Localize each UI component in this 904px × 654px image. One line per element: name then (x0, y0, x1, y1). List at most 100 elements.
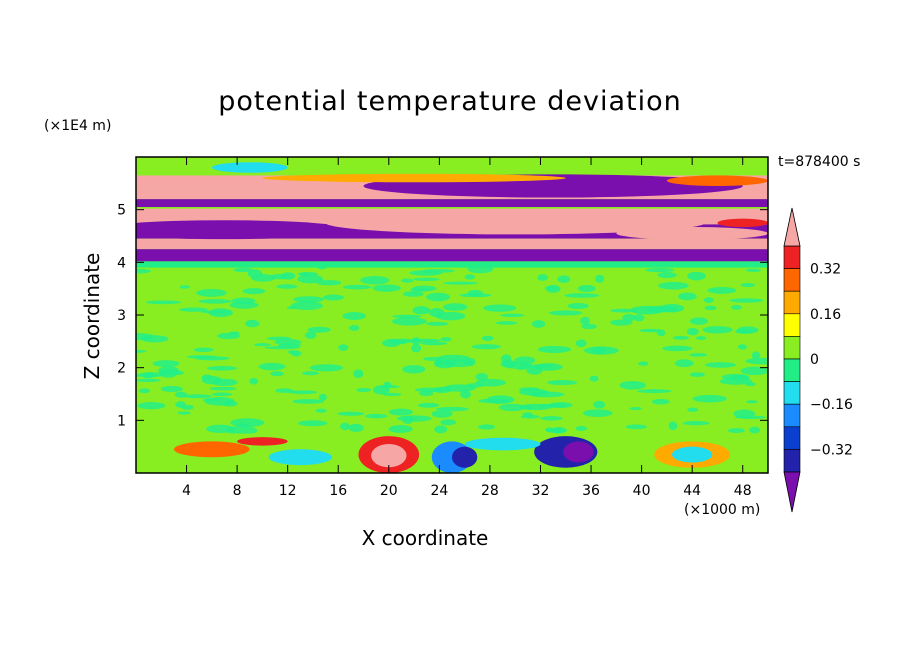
contour-patch (689, 372, 705, 377)
contour-patch (540, 416, 563, 421)
contour-blob (616, 227, 768, 240)
contour-band (136, 199, 768, 208)
contour-patch (689, 353, 708, 357)
contour-patch (428, 308, 445, 317)
contour-patch (275, 388, 294, 393)
contour-patch (668, 421, 678, 431)
contour-patch (342, 312, 367, 320)
contour-patch (423, 356, 442, 361)
contour-patch (426, 292, 451, 302)
contour-patch (475, 373, 488, 381)
x-axis-label: X coordinate (361, 526, 489, 550)
contour-patch (402, 415, 414, 425)
contour-patch (658, 281, 689, 290)
colorbar-extend-max (783, 207, 801, 247)
contour-patch (689, 317, 708, 325)
contour-blob (666, 175, 768, 186)
contour-patch (733, 409, 756, 418)
contour-patch (500, 313, 525, 317)
x-tick-label: 4 (182, 483, 191, 499)
contour-patch (729, 298, 764, 303)
colorbar: 0.32 0.16 0 −0.16 −0.32 (783, 207, 853, 513)
colorbar-swatch (783, 290, 801, 315)
contour-blob (211, 162, 288, 173)
contour-blob (563, 441, 594, 463)
contour-patch (619, 381, 646, 390)
contour-patch (421, 269, 455, 273)
contour-patch (528, 391, 565, 398)
contour-patch (136, 333, 154, 340)
y-tick-label: 5 (117, 203, 126, 219)
contour-patch (707, 286, 737, 294)
colorbar-swatch (783, 426, 801, 450)
contour-patch (401, 278, 414, 283)
contour-patch (411, 344, 422, 353)
contour-patch (567, 302, 589, 310)
contour-patch (304, 331, 317, 339)
contour-patch (193, 347, 214, 352)
contour-patch (237, 423, 248, 427)
contour-patch (625, 424, 647, 430)
contour-patch (244, 319, 260, 328)
contour-patch (526, 366, 543, 375)
contour-patch (297, 420, 328, 427)
contour-patch (402, 365, 426, 374)
contour-patch (544, 286, 559, 291)
contour-patch (290, 301, 323, 311)
contour-patch (638, 361, 649, 366)
contour-patch (375, 385, 400, 389)
contour-patch (228, 331, 240, 335)
y-tick-label: 3 (117, 308, 126, 324)
contour-field (136, 157, 768, 473)
contour-patch (353, 369, 364, 378)
y-tick-label: 1 (117, 413, 126, 429)
contour-patch (610, 319, 633, 326)
contour-patch (682, 421, 710, 426)
contour-patch (337, 411, 365, 416)
contour-patch (307, 326, 331, 333)
contour-patch (322, 294, 344, 301)
contour-patch (531, 320, 546, 328)
contour-patch (348, 325, 360, 331)
contour-patch (315, 408, 327, 413)
contour-patch (318, 393, 327, 401)
contour-patch (746, 400, 758, 404)
contour-patch (196, 288, 227, 297)
contour-patch (575, 426, 588, 431)
contour-patch (486, 395, 515, 404)
contour-patch (557, 275, 571, 283)
contour-patch (678, 292, 697, 301)
contour-patch (348, 423, 364, 432)
contour-patch (179, 285, 190, 289)
contour-patch (360, 275, 390, 285)
contour-patch (443, 384, 477, 392)
contour-patch (745, 268, 762, 272)
contour-patch (418, 390, 434, 397)
x-tick-label: 32 (532, 483, 550, 499)
contour-patch (522, 412, 533, 418)
contour-patch (483, 304, 517, 312)
contour-patch (230, 418, 265, 428)
contour-patch (274, 338, 302, 346)
contour-patch (413, 277, 440, 282)
contour-patch (495, 321, 518, 325)
contour-patch (233, 267, 254, 273)
contour-patch (471, 344, 501, 350)
contour-patch (702, 326, 733, 334)
contour-patch (297, 274, 324, 284)
y-tick-label: 2 (117, 361, 126, 377)
contour-patch (392, 314, 422, 319)
x-tick-label: 48 (734, 483, 752, 499)
colorbar-swatch (783, 268, 801, 292)
contour-patch (136, 378, 161, 382)
colorbar-swatch (783, 358, 801, 382)
colorbar-tick-label: 0 (810, 352, 819, 368)
contour-patch (159, 368, 178, 378)
contour-patch (309, 364, 344, 372)
contour-patch (249, 377, 259, 385)
contour-blob (671, 446, 713, 463)
contour-patch (740, 366, 768, 376)
contour-patch (388, 408, 413, 416)
contour-patch (731, 304, 742, 310)
